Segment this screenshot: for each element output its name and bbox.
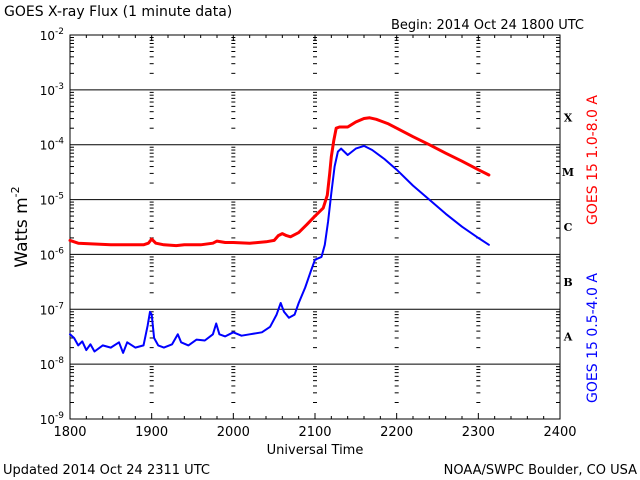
begin-time: Begin: 2014 Oct 24 1800 UTC — [391, 18, 584, 33]
y-tick-base: 10 — [40, 29, 55, 43]
y-tick-label: 10-8 — [40, 356, 65, 372]
y-axis-label-exponent: -2 — [9, 186, 22, 197]
y-tick-base: 10 — [40, 413, 55, 427]
flare-class-a: A — [563, 331, 573, 344]
series-line-short — [69, 144, 490, 354]
y-tick-label: 10-4 — [40, 137, 65, 153]
y-tick-exponent: -5 — [55, 192, 64, 202]
y-tick-label: 10-5 — [40, 192, 64, 208]
y-tick-label: 10-7 — [40, 301, 64, 317]
y-tick-base: 10 — [40, 358, 55, 372]
legend-series-long: GOES 15 1.0-8.0 A — [585, 95, 601, 225]
y-tick-exponent: -4 — [55, 137, 64, 147]
y-tick-exponent: -3 — [55, 82, 64, 92]
legend-series-short: GOES 15 0.5-4.0 A — [585, 273, 601, 403]
y-tick-exponent: -9 — [55, 411, 64, 421]
updated-timestamp: Updated 2014 Oct 24 2311 UTC — [3, 463, 210, 478]
x-axis-label: Universal Time — [267, 443, 364, 458]
y-tick-label: 10-3 — [40, 82, 64, 98]
x-tick-label: 1900 — [135, 425, 168, 440]
x-tick-label: 2100 — [298, 425, 331, 440]
flare-class-labels: X M C B A — [562, 111, 574, 343]
flare-class-c: C — [564, 221, 573, 234]
y-tick-exponent: -7 — [55, 301, 64, 311]
series-lines — [68, 116, 491, 354]
chart-title: GOES X-ray Flux (1 minute data) — [4, 4, 232, 20]
x-axis-ticks: 1800 1900 2000 2100 2200 2300 2400 — [53, 35, 577, 440]
x-tick-label: 2400 — [543, 425, 576, 440]
x-tick-label: 2300 — [462, 425, 495, 440]
y-tick-base: 10 — [40, 303, 55, 317]
flare-class-b: B — [563, 276, 572, 289]
x-tick-label: 2000 — [217, 425, 250, 440]
y-tick-label: 10-9 — [40, 411, 65, 427]
y-tick-label: 10-2 — [40, 27, 64, 43]
series-line-long — [68, 116, 491, 248]
y-axis-label-text: Watts m — [12, 197, 32, 267]
y-axis-label: Watts m-2 — [9, 186, 32, 267]
y-tick-base: 10 — [40, 194, 55, 208]
y-tick-exponent: -2 — [55, 27, 64, 37]
x-tick-label: 2200 — [380, 425, 413, 440]
y-axis-ticks: 10-210-310-410-510-610-710-810-9 — [40, 27, 560, 427]
flare-class-m: M — [562, 166, 574, 179]
y-tick-base: 10 — [40, 248, 55, 262]
grid-lines — [70, 89, 560, 365]
y-tick-base: 10 — [40, 139, 55, 153]
y-tick-label: 10-6 — [40, 246, 65, 262]
y-tick-exponent: -6 — [55, 246, 64, 256]
flare-class-x: X — [564, 111, 573, 124]
y-tick-base: 10 — [40, 84, 55, 98]
y-tick-exponent: -8 — [55, 356, 64, 366]
source-credit: NOAA/SWPC Boulder, CO USA — [444, 463, 637, 478]
x-tick-label: 1800 — [53, 425, 86, 440]
